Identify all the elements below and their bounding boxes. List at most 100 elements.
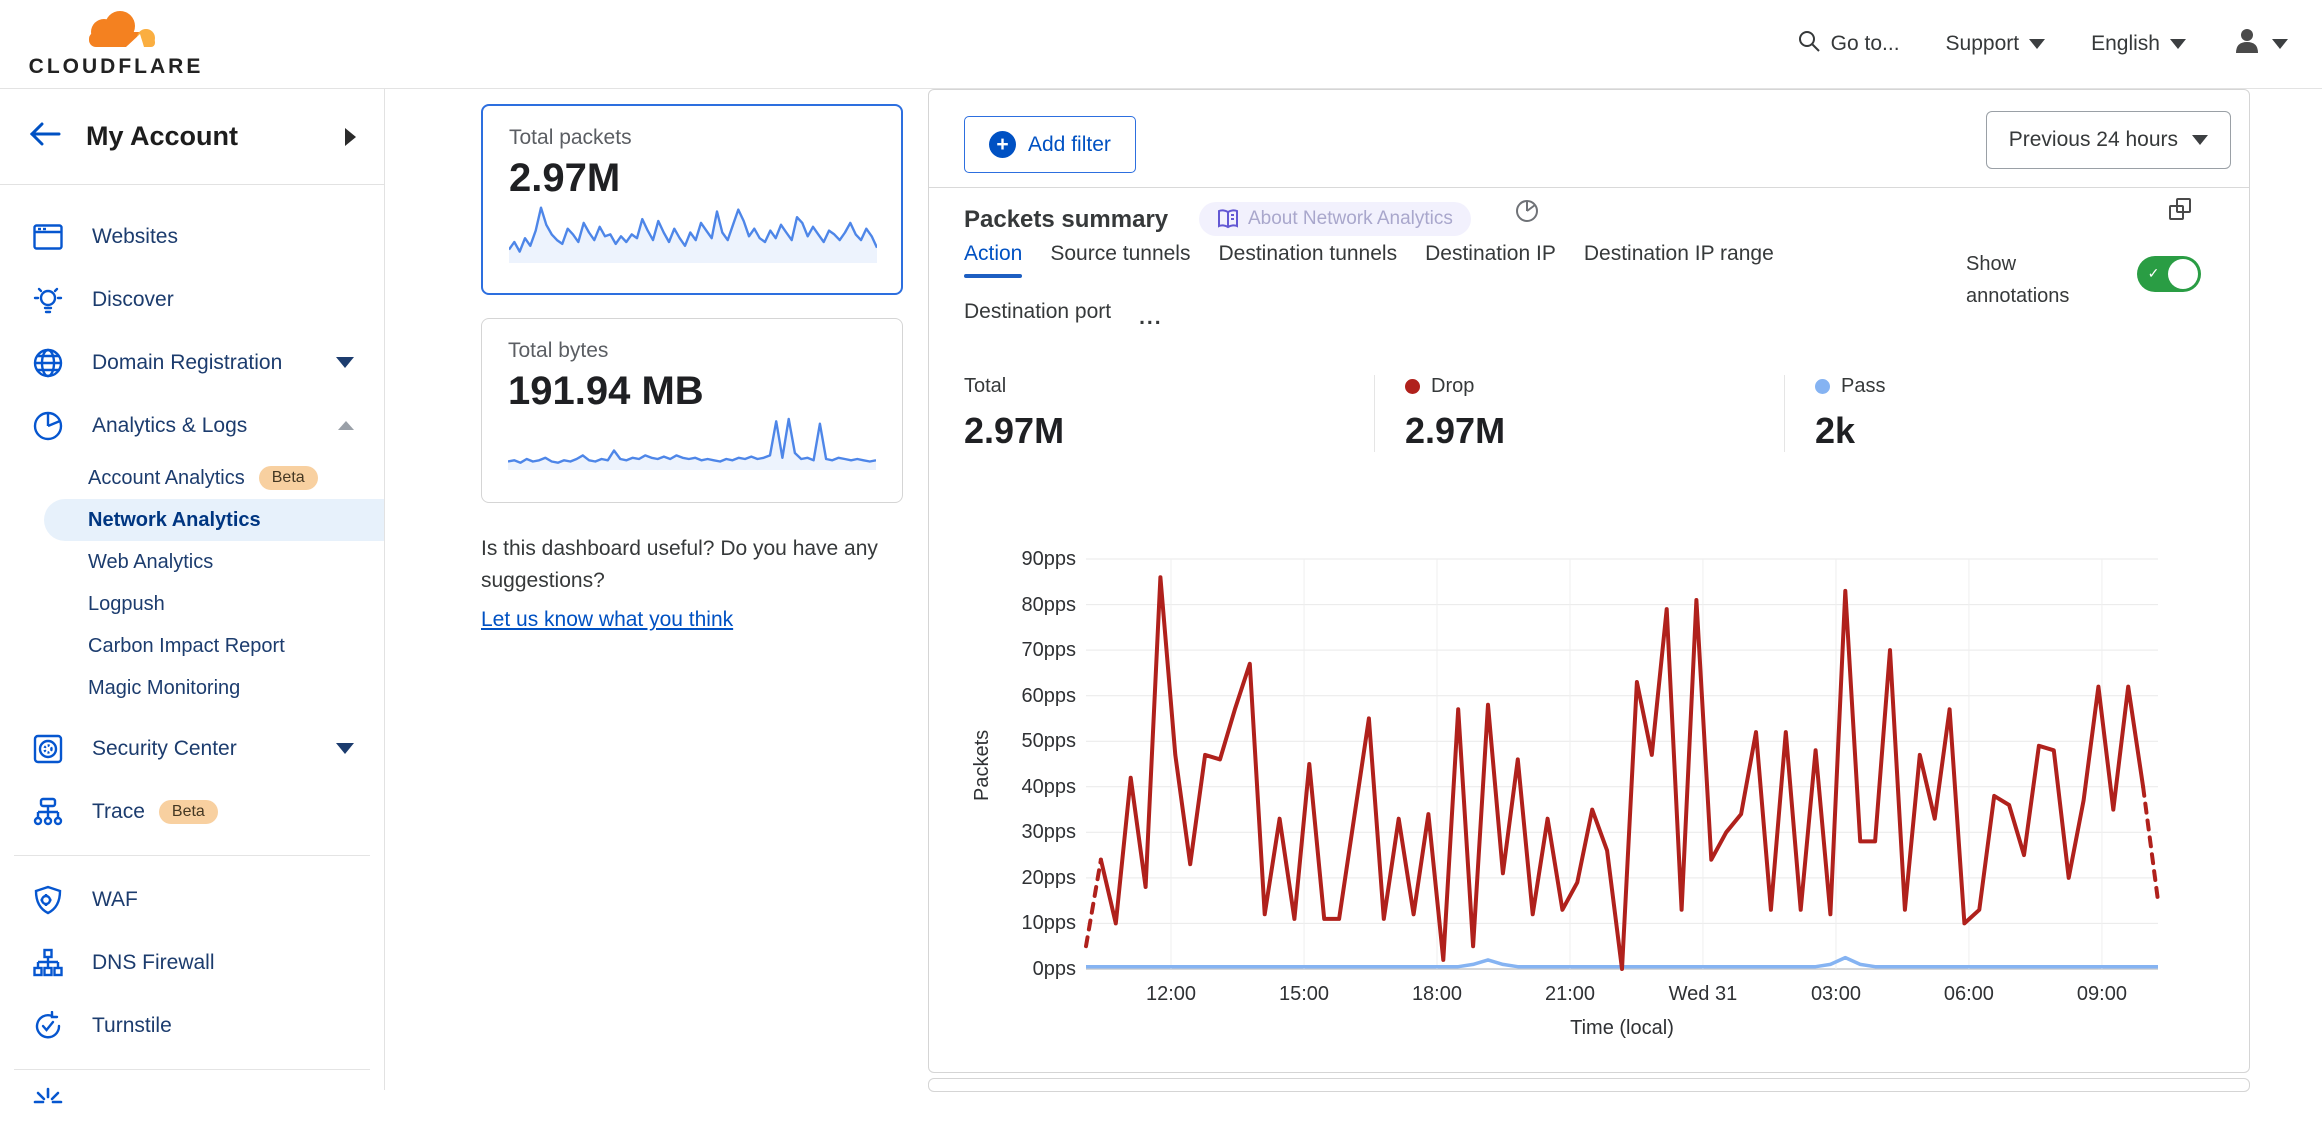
globe-icon <box>32 348 64 378</box>
tab-source-tunnels[interactable]: Source tunnels <box>1050 242 1191 265</box>
x-axis-tick-label: 09:00 <box>2076 983 2127 1005</box>
sidebar-item-label: WAF <box>92 887 138 911</box>
tab-destination-port[interactable]: Destination port <box>964 300 1112 323</box>
chevron-right-icon[interactable] <box>345 127 356 146</box>
sidebar-item-analytics-logs[interactable]: Analytics & Logs <box>0 394 384 457</box>
tab-destination-ip[interactable]: Destination IP <box>1425 242 1556 265</box>
sparkline-line <box>508 206 879 253</box>
language-label: English <box>2091 32 2160 55</box>
overlap-square <box>2176 198 2191 213</box>
add-filter-button[interactable]: + Add filter <box>964 116 1136 173</box>
vault-icon <box>32 734 64 764</box>
show-annotations-toggle[interactable]: ✓ <box>2137 256 2201 292</box>
sidebar-item-logpush[interactable]: Logpush <box>0 583 384 625</box>
chevron-down-icon <box>2029 39 2046 49</box>
y-axis-tick-label: 50pps <box>1021 730 1077 753</box>
hierarchy-icon <box>32 948 64 978</box>
toggle-knob <box>2168 259 2198 289</box>
chevron-down-icon <box>2192 135 2208 145</box>
y-axis-tick-label: 40pps <box>1021 775 1077 798</box>
chevron-down-icon <box>336 357 354 368</box>
sidebar-item-carbon-impact-report[interactable]: Carbon Impact Report <box>0 625 384 667</box>
add-filter-label: Add filter <box>1028 132 1111 156</box>
sidebar-item-label: Websites <box>92 224 178 248</box>
sidebar-item-waf[interactable]: WAF <box>0 868 384 931</box>
sidebar-item-label: Carbon Impact Report <box>88 634 285 657</box>
y-axis-tick-label: 10pps <box>1021 912 1077 935</box>
feedback-question: Is this dashboard useful? Do you have an… <box>481 537 878 592</box>
drop-series-dashed-tail <box>2141 784 2160 903</box>
sidebar-account-header: My Account <box>0 89 384 185</box>
sidebar-item-label: Analytics & Logs <box>92 413 248 437</box>
line-chart-plot[interactable] <box>1084 558 2160 971</box>
sidebar-item-label: Logpush <box>88 592 165 615</box>
back-arrow-icon[interactable] <box>28 121 62 152</box>
sidebar-item-label: Discover <box>92 287 174 311</box>
sidebar-item-security-center[interactable]: Security Center <box>0 717 384 780</box>
sidebar-item-magic-monitoring[interactable]: Magic Monitoring <box>0 667 384 709</box>
sidebar-item-label: Magic Monitoring <box>88 676 241 699</box>
time-range-dropdown[interactable]: Previous 24 hours <box>1985 111 2231 169</box>
stat-pass: Pass 2k <box>1784 375 2194 452</box>
card-value: 191.94 MB <box>508 369 704 413</box>
total-bytes-card[interactable]: Total bytes 191.94 MB <box>481 318 903 503</box>
y-axis-tick-label: 60pps <box>1021 684 1077 707</box>
check-icon: ✓ <box>2147 265 2160 281</box>
tab-action[interactable]: Action <box>964 242 1023 278</box>
y-axis-title: Packets <box>971 729 993 801</box>
x-axis-tick-label: 18:00 <box>1411 983 1462 1005</box>
total-packets-card[interactable]: Total packets 2.97M <box>481 104 903 295</box>
sidebar-item-trace[interactable]: Trace Beta <box>0 780 384 843</box>
chevron-up-icon <box>338 421 354 430</box>
goto-search[interactable]: Go to... <box>1797 29 1900 59</box>
sidebar-item-account-analytics[interactable]: Account Analytics Beta <box>0 457 384 499</box>
drop-series-dashed-head <box>1084 857 1103 949</box>
sidebar-item-domain-registration[interactable]: Domain Registration <box>0 331 384 394</box>
show-annotations-label: Show annotations <box>1966 253 2070 307</box>
sidebar-item-dns-firewall[interactable]: DNS Firewall <box>0 931 384 994</box>
support-menu[interactable]: Support <box>1946 32 2046 56</box>
summary-cards-column: Total packets 2.97M Total bytes 191.94 M… <box>481 104 903 636</box>
drop-dot-icon <box>1405 379 1420 394</box>
tab-destination-tunnels[interactable]: Destination tunnels <box>1218 242 1398 265</box>
sidebar-item-partial[interactable] <box>0 1082 384 1122</box>
time-range-label: Previous 24 hours <box>2008 128 2178 151</box>
chart-type-pie-icon[interactable] <box>1514 198 1540 229</box>
tabs-overflow-button[interactable]: ... <box>1139 306 1163 329</box>
x-axis-tick-label: 03:00 <box>1810 983 1861 1005</box>
beta-badge: Beta <box>258 466 318 490</box>
sidebar-item-network-analytics[interactable]: Network Analytics <box>44 499 384 541</box>
about-network-analytics-badge[interactable]: About Network Analytics <box>1199 202 1471 236</box>
expand-panel-icon[interactable] <box>2169 198 2191 220</box>
sidebar-item-label: Web Analytics <box>88 550 214 573</box>
sidebar-item-discover[interactable]: Discover <box>0 268 384 331</box>
stats-row: Total 2.97M Drop 2.97M Pass 2k <box>964 375 2208 452</box>
sidebar-divider <box>14 1069 370 1070</box>
y-axis-tick-label: 90pps <box>1021 548 1077 570</box>
beta-badge: Beta <box>158 799 218 824</box>
sidebar-item-websites[interactable]: Websites <box>0 205 384 268</box>
feedback-link[interactable]: Let us know what you think <box>481 608 734 631</box>
language-menu[interactable]: English <box>2091 32 2186 56</box>
y-axis-tick-label: 30pps <box>1021 821 1077 844</box>
y-axis-tick-label: 0pps <box>1032 958 1076 980</box>
x-axis-tick-label: 21:00 <box>1544 983 1596 1005</box>
account-title: My Account <box>86 121 239 151</box>
x-axis-tick-label: Wed 31 <box>1668 983 1738 1005</box>
sidebar-item-turnstile[interactable]: Turnstile <box>0 994 384 1057</box>
shield-gear-icon <box>32 885 64 915</box>
chevron-down-icon <box>2170 39 2186 49</box>
card-label: Total packets <box>509 126 632 149</box>
sidebar-item-label: Turnstile <box>92 1013 172 1037</box>
stat-label: Total <box>964 375 1007 397</box>
tab-destination-ip-range[interactable]: Destination IP range <box>1583 242 1774 265</box>
sidebar-item-web-analytics[interactable]: Web Analytics <box>0 541 384 583</box>
card-value: 2.97M <box>509 156 621 200</box>
stat-drop: Drop 2.97M <box>1374 375 1784 452</box>
account-menu[interactable] <box>2232 26 2288 62</box>
cloudflare-logo[interactable]: CLOUDFLARE <box>26 10 206 79</box>
brand-wordmark: CLOUDFLARE <box>28 54 204 78</box>
plus-icon: + <box>989 131 1016 158</box>
x-axis-tick-label: 15:00 <box>1279 983 1330 1005</box>
book-icon <box>1218 209 1238 229</box>
